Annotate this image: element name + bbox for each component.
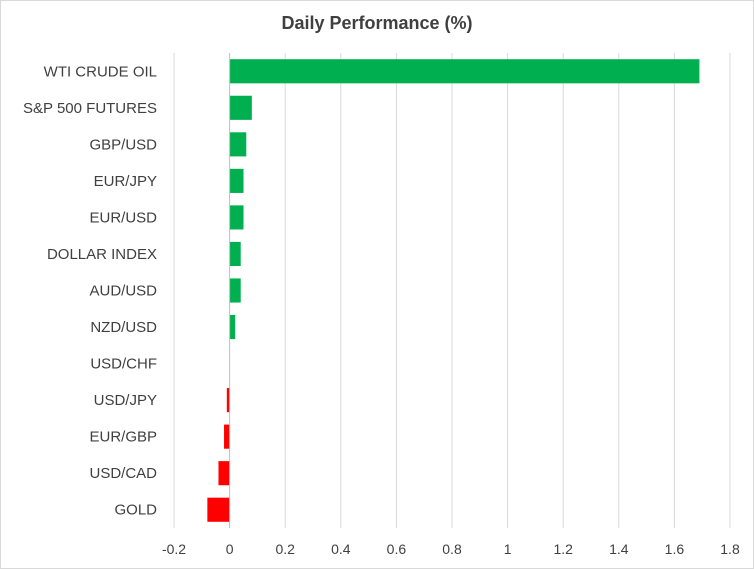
tick-label: 1.2 — [553, 541, 573, 557]
category-label: EUR/USD — [89, 209, 157, 226]
tick-label: 1.6 — [665, 541, 685, 557]
chart-title: Daily Performance (%) — [281, 13, 473, 33]
bar — [229, 95, 252, 120]
category-label: USD/CAD — [89, 465, 157, 482]
category-label: EUR/JPY — [94, 173, 157, 190]
bar — [229, 314, 236, 340]
tick-label: 0 — [226, 541, 234, 557]
bar — [229, 241, 241, 267]
bar — [229, 278, 241, 303]
bar — [224, 424, 230, 449]
category-label: DOLLAR INDEX — [47, 246, 157, 263]
tick-label: 0.8 — [442, 541, 462, 557]
tick-label: 0.4 — [331, 541, 351, 557]
category-label: GOLD — [114, 502, 157, 519]
tick-label: 1.8 — [720, 541, 740, 557]
grid-lines — [173, 53, 731, 528]
category-label: USD/CHF — [90, 356, 157, 373]
category-label: USD/JPY — [94, 392, 157, 409]
bar — [226, 388, 230, 413]
category-labels: WTI CRUDE OIL S&P 500 FUTURES GBP/USD EUR/J… — [23, 63, 157, 518]
category-label: GBP/USD — [89, 136, 157, 153]
bar — [229, 59, 700, 84]
bar — [229, 132, 247, 157]
tick-label: 1 — [504, 541, 512, 557]
category-label: EUR/GBP — [89, 429, 157, 446]
bar — [229, 205, 244, 230]
bar — [218, 461, 230, 486]
tick-label: 0.2 — [275, 541, 295, 557]
tick-label: -0.2 — [162, 541, 186, 557]
category-label: AUD/USD — [89, 283, 157, 300]
bars — [207, 59, 700, 522]
bar — [207, 497, 230, 522]
category-label: S&P 500 FUTURES — [23, 100, 157, 117]
tick-label: 1.4 — [609, 541, 629, 557]
category-label: WTI CRUDE OIL — [44, 63, 157, 80]
category-label: NZD/USD — [90, 319, 157, 336]
tick-labels: -0.2 0 0.2 0.4 0.6 0.8 1 1.2 1.4 1.6 1.8 — [162, 541, 740, 557]
bar — [229, 168, 244, 193]
tick-label: 0.6 — [387, 541, 407, 557]
